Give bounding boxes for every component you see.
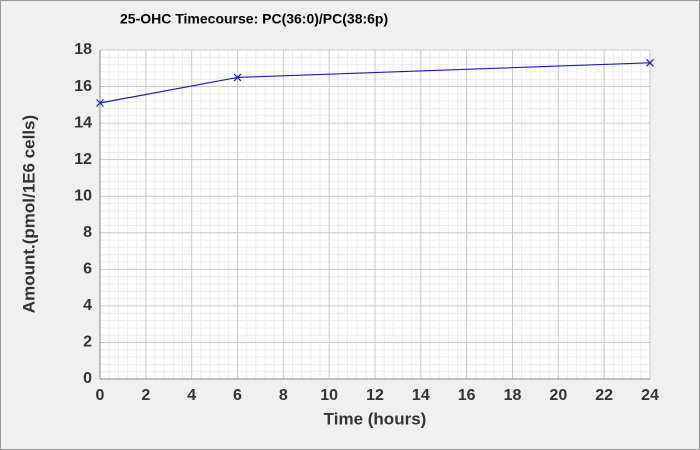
x-tick-label: 22 [595,387,613,404]
x-tick-label: 20 [549,387,567,404]
marker [96,99,104,107]
y-tick-label: 14 [74,114,92,131]
x-tick-label: 6 [233,387,242,404]
y-tick-label: 16 [74,78,92,95]
y-tick-label: 12 [74,151,92,168]
x-tick-label: 10 [320,387,338,404]
y-tick-label: 6 [83,261,92,278]
x-tick-label: 12 [366,387,384,404]
x-tick-label: 4 [187,387,196,404]
x-axis-label: Time (hours) [324,409,427,428]
chart-title: 25-OHC Timecourse: PC(36:0)/PC(38:6p) [120,11,388,27]
y-tick-label: 8 [83,224,92,241]
x-tick-label: 16 [458,387,476,404]
marker [646,58,654,67]
x-tick-label: 18 [504,387,522,404]
marker [233,73,242,82]
x-tick-label: 2 [141,387,150,404]
y-tick-label: 4 [83,297,92,314]
y-tick-label: 18 [74,41,92,58]
y-tick-label: 0 [83,370,92,387]
x-tick-label: 24 [641,387,659,404]
x-tick-label: 0 [96,387,105,404]
x-tick-label: 8 [279,387,288,404]
y-axis-label: Amount.(pmol/1E6 cells) [19,115,38,313]
y-tick-label: 10 [74,187,92,204]
y-tick-label: 2 [83,334,92,351]
x-tick-label: 14 [412,387,430,404]
